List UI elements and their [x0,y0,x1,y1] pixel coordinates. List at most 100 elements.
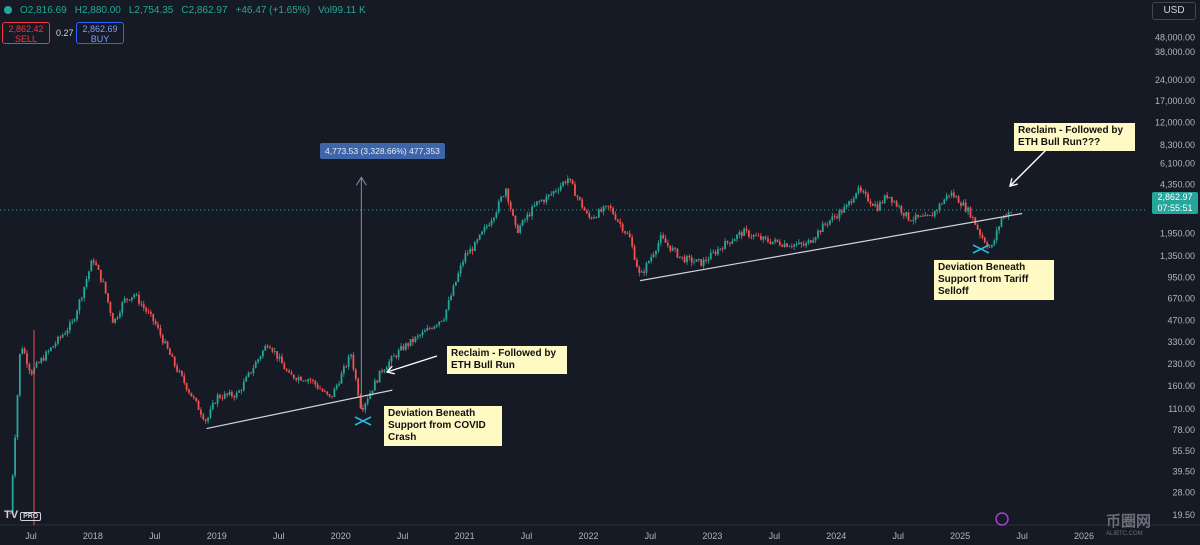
candle-body [350,354,352,357]
candle-body [345,366,348,368]
candle-body [859,187,862,192]
candle-body [412,339,414,342]
candle-body [459,265,462,274]
buy-button[interactable]: 2,862.69 BUY [76,22,124,44]
candle-body [597,209,600,218]
candle-body [547,194,550,197]
candle-body [826,224,829,226]
candle-body [607,205,610,207]
candle-body [23,348,26,354]
candle-body [921,215,924,217]
measure-arrowhead [355,176,367,186]
candle-body [848,201,850,205]
note-tariff-reclaim[interactable]: Reclaim - Followed by ETH Bull Run??? [1014,123,1135,151]
candle-body [700,259,703,266]
candle-body [88,271,90,280]
x-tick-label: 2020 [331,531,351,541]
candle-body [169,348,171,355]
candle-body [352,354,355,370]
note-tariff-deviation[interactable]: Deviation Beneath Support from Tariff Se… [934,260,1054,300]
candle-body [26,353,28,365]
candle-body [674,247,676,249]
candle-body [450,295,452,301]
candle-body [219,394,221,398]
candle-body [690,257,693,263]
change-value: +46.47 (+1.65%) [235,4,311,16]
candle-body [61,334,64,338]
candle-body [645,263,648,273]
candle-body [333,388,336,398]
candle-body [929,215,931,217]
candle-body [819,230,822,233]
candle-body [883,195,886,203]
candle-body [493,217,495,221]
y-tick-label: 330.00 [1167,337,1195,347]
close-value: C2,862.97 [181,4,228,16]
candle-body [161,335,164,344]
candle-body [323,391,326,393]
candle-body [319,388,321,390]
candle-body [566,178,569,184]
candle-body [383,369,386,372]
candle-body [35,362,38,368]
candle-body [667,242,669,246]
candle-body [557,190,560,192]
y-tick-label: 48,000.00 [1155,33,1195,43]
candle-body [133,294,136,298]
candle-body [709,252,712,260]
candle-body [1010,212,1012,214]
candle-body [242,381,245,391]
x-tick-label: 2019 [207,531,227,541]
candle-body [28,364,31,371]
y-tick-label: 1,350.00 [1160,251,1195,261]
note-covid-deviation[interactable]: Deviation Beneath Support from COVID Cra… [384,406,502,446]
candle-body [261,350,264,357]
candle-body [652,254,655,257]
candle-body [647,261,650,264]
candle-body [764,236,767,239]
bar-countdown: 07:55:51 [1157,203,1193,213]
candle-body [364,403,367,410]
market-status-icon [4,6,12,14]
candle-body [454,281,457,286]
candle-body [416,335,419,338]
candle-body [400,346,402,351]
candle-body [535,201,538,206]
note-covid-reclaim[interactable]: Reclaim - Followed by ETH Bull Run [447,346,567,374]
candle-body [373,380,376,391]
x-tick-label: Jul [1016,531,1028,541]
candle-body [783,243,786,247]
candle-body [309,379,312,381]
candle-body [83,287,86,298]
candle-body [402,346,405,350]
candle-body [331,396,333,398]
candle-body [862,191,865,192]
candle-body [650,256,653,262]
candle-body [831,216,834,221]
candle-body [905,212,908,216]
candle-body [366,398,369,404]
candle-body [871,203,874,206]
candle-body [659,235,662,243]
candle-body [995,230,998,241]
candle-body [695,259,698,262]
candle-body [68,322,71,331]
currency-selector[interactable]: USD [1152,2,1196,20]
candle-body [778,241,781,246]
candle-body [276,351,279,359]
candle-body [388,361,391,368]
sell-button[interactable]: 2,862.42 SELL [2,22,50,44]
candle-body [502,196,505,197]
candle-body [578,196,581,200]
candle-body [264,346,267,351]
candle-body [288,370,290,373]
candle-body [559,185,562,191]
candle-body [576,195,579,197]
candle-body [581,199,584,208]
x-tick-label: Jul [149,531,161,541]
candle-body [874,204,877,206]
candle-body [509,201,512,210]
candle-body [407,343,410,346]
candle-body [757,235,760,237]
